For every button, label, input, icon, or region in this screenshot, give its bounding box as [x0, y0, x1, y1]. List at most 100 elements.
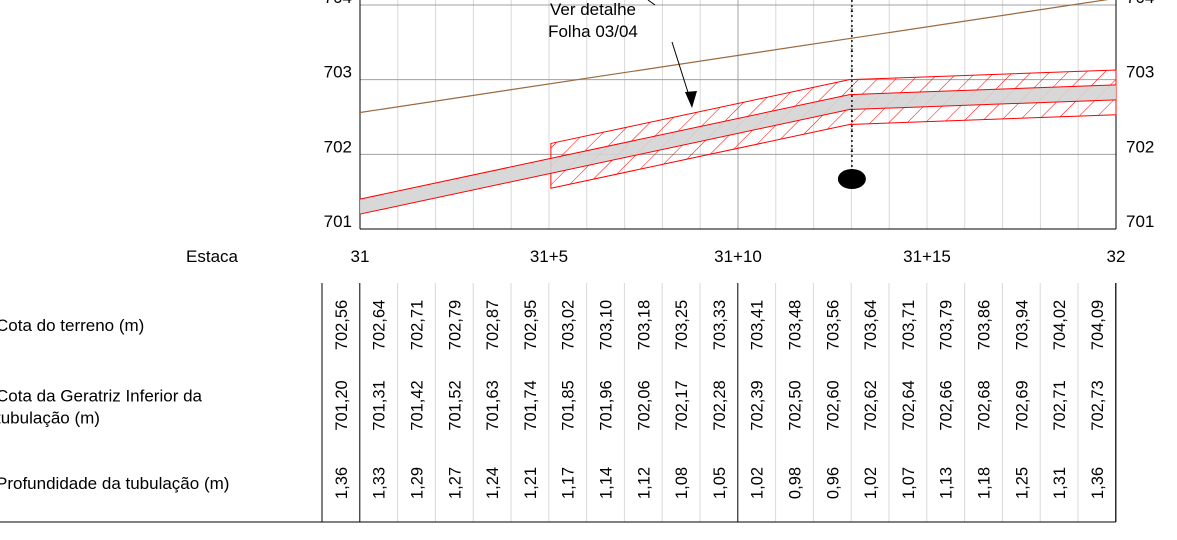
station-tick-label: 32: [1107, 247, 1126, 266]
table-cell: 702,71: [1051, 380, 1069, 430]
table-cell: 1,02: [749, 467, 767, 499]
pipe-band: [360, 84, 1116, 215]
row-label: Cota do terreno (m): [0, 316, 144, 335]
detail-annotation: Ver detalhe Folha 03/04: [548, 0, 697, 108]
table-cell: 1,13: [938, 467, 956, 499]
table-cell: 1,24: [484, 467, 502, 499]
table-cell: 702,73: [1089, 380, 1107, 430]
table-cell: 702,39: [749, 380, 767, 430]
table-cell: 701,31: [371, 380, 389, 430]
elevation-label-right: 704: [1126, 0, 1154, 7]
well-axis-marker: x: [850, 108, 853, 114]
table-cell: 702,56: [333, 300, 351, 350]
well-axis-marker: x: [850, 88, 853, 94]
elevation-label-left: 701: [324, 212, 352, 231]
table-cell: 1,17: [560, 467, 578, 499]
table-cell: 703,48: [787, 300, 805, 350]
well-axis-marker: x: [850, 68, 853, 74]
elevation-label-left: 702: [324, 137, 352, 156]
station-axis-title: Estaca: [186, 247, 239, 266]
elevation-label-left: 704: [324, 0, 352, 7]
table-cell: 1,27: [446, 467, 464, 499]
table-cell: 1,05: [711, 467, 729, 499]
table-cell: 703,86: [976, 300, 994, 350]
well-axis-marker: x: [850, 48, 853, 54]
table-cell: 703,79: [938, 300, 956, 350]
table-cell: 702,06: [635, 380, 653, 430]
table-cell: 703,02: [560, 300, 578, 350]
table-cell: 702,60: [824, 380, 842, 430]
elevation-axis-labels: 701 701 702 702 703 703 704 704: [324, 0, 1155, 231]
annotation-line-1: Ver detalhe: [550, 0, 636, 19]
table-cell: 704,02: [1051, 300, 1069, 350]
table-cell: 703,64: [862, 300, 880, 350]
terrain-line: [359, 0, 1109, 114]
station-tick-label: 31: [351, 247, 370, 266]
well-axis-marker: x: [850, 28, 853, 34]
table-cell: 702,87: [484, 300, 502, 350]
station-tick-label: 31+5: [530, 247, 568, 266]
table-cell: 1,25: [1013, 467, 1031, 499]
profile-series: [359, 0, 1117, 215]
table-cell: 703,56: [824, 300, 842, 350]
table-cell: 702,64: [371, 300, 389, 350]
table-cell: 702,71: [409, 300, 427, 350]
table-cell: 702,68: [976, 380, 994, 430]
table-cell: 702,28: [711, 380, 729, 430]
table-cell: 702,95: [522, 300, 540, 350]
annotation-line-2: Folha 03/04: [548, 22, 638, 41]
table-cell: 0,96: [824, 467, 842, 499]
data-table: Cota do terreno (m) 702,56 702,64 702,71 702…: [0, 283, 1117, 523]
table-cell: 701,96: [598, 380, 616, 430]
table-cell: 702,50: [787, 380, 805, 430]
elevation-label-left: 703: [324, 63, 352, 82]
elevation-label-right: 701: [1126, 212, 1154, 231]
station-tick-label: 31+10: [714, 247, 762, 266]
inspection-well: x x x x x x x x: [837, 0, 866, 189]
pipe-crown-line: [359, 84, 1117, 200]
table-cell: 1,29: [409, 467, 427, 499]
table-cell: 1,18: [976, 467, 994, 499]
table-cell: 701,85: [560, 380, 578, 430]
elevation-label-right: 702: [1126, 137, 1154, 156]
table-cell: 1,07: [900, 467, 918, 499]
table-cell: 703,94: [1013, 300, 1031, 350]
table-cell: 702,62: [862, 380, 880, 430]
annotation-arrowhead: [685, 91, 697, 108]
well-symbol: [837, 169, 866, 189]
table-cell: 703,33: [711, 300, 729, 350]
well-axis-marker: x: [850, 148, 853, 154]
table-cell: 701,20: [333, 380, 351, 430]
table-cell: 1,33: [371, 467, 389, 499]
well-axis-marker: x: [850, 8, 853, 14]
row-label: Profundidade da tubulação (m): [0, 474, 229, 493]
table-cell: 701,52: [446, 380, 464, 430]
table-cell: 701,63: [484, 380, 502, 430]
table-cell: 1,36: [1089, 467, 1107, 499]
table-cell: 702,17: [673, 380, 691, 430]
table-cell: 702,69: [1013, 380, 1031, 430]
table-cell: 1,31: [1051, 467, 1069, 499]
table-cell: 1,36: [333, 467, 351, 499]
table-cell: 703,18: [635, 300, 653, 350]
table-cell: 703,71: [900, 300, 918, 350]
row-label: tubulação (m): [0, 409, 100, 428]
table-cell: 703,41: [749, 300, 767, 350]
station-tick-label: 31+15: [903, 247, 951, 266]
table-cell: 701,74: [522, 380, 540, 430]
table-cell: 702,79: [446, 300, 464, 350]
table-cell: 1,21: [522, 467, 540, 499]
table-cell: 1,02: [862, 467, 880, 499]
annotation-leader-top: [647, 0, 656, 6]
table-cell: 701,42: [409, 380, 427, 430]
pipe-invert-line: [359, 99, 1117, 215]
well-axis-marker: x: [850, 128, 853, 134]
table-cell: 703,25: [673, 300, 691, 350]
table-cell: 703,10: [598, 300, 616, 350]
table-cell: 1,12: [635, 467, 653, 499]
table-cell: 702,66: [938, 380, 956, 430]
station-axis-labels: Estaca 31 31+5 31+10 31+15 32: [186, 247, 1125, 266]
table-cell: 1,08: [673, 467, 691, 499]
elevation-label-right: 703: [1126, 63, 1154, 82]
